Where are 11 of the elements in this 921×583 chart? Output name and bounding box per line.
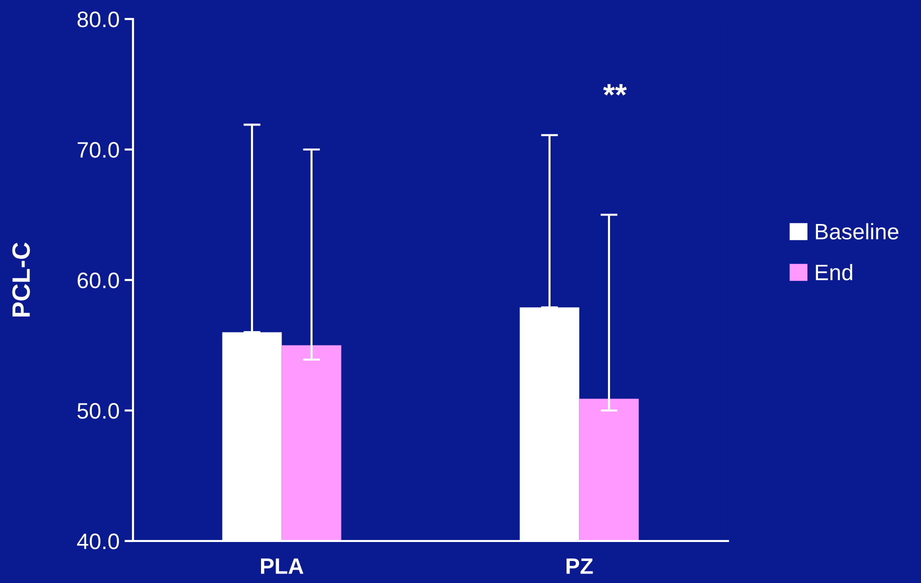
y-tick-label: 60.0 [78,272,119,288]
legend-label: Baseline [816,223,898,240]
x-tick-label: PZ [566,558,593,574]
y-tick-label: 40.0 [77,534,119,550]
annotation: ** [603,84,627,96]
y-axis-title: PCL-C [12,242,30,317]
legend-label: End [816,264,852,280]
y-tick-label: 80.0 [78,12,119,28]
x-tick-label: PLA [261,558,304,574]
y-tick-label: 50.0 [77,403,119,419]
y-tick-label: 70.0 [78,142,119,158]
